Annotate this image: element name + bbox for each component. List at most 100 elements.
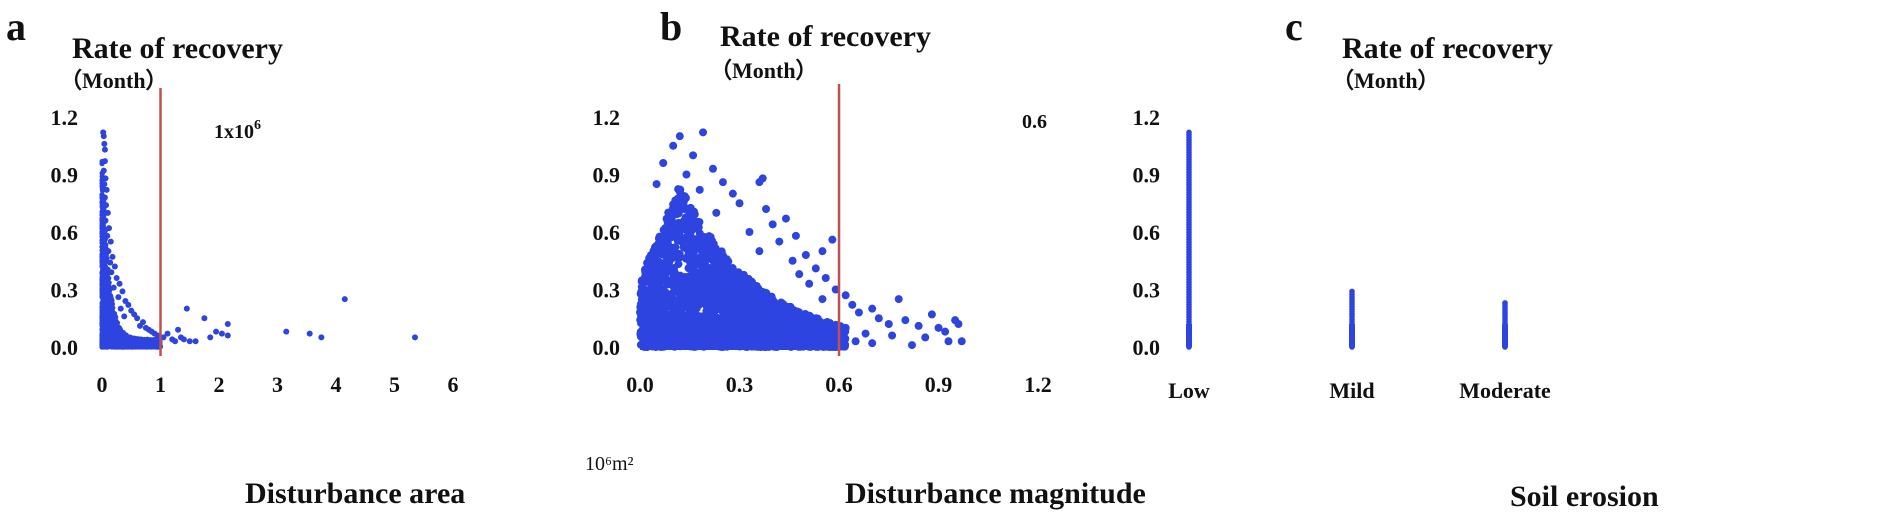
x-tick-label: 5 [389, 372, 400, 397]
y-tick-label: 1.2 [1133, 105, 1161, 130]
data-point [894, 295, 903, 304]
data-point [103, 186, 110, 193]
data-point [775, 237, 784, 246]
dense-point [676, 185, 685, 194]
dense-point [677, 219, 686, 228]
dense-point [750, 305, 759, 314]
data-point [907, 341, 916, 350]
points-b [652, 128, 966, 350]
dense-point [670, 323, 679, 332]
y-tick-labels-b: 0.0 0.3 0.6 0.9 1.2 [593, 105, 621, 360]
data-point [104, 232, 111, 239]
dense-point [648, 287, 657, 296]
data-point [851, 337, 860, 346]
dense-point [102, 312, 108, 318]
dense-point [707, 281, 716, 290]
data-point [186, 338, 193, 345]
dense-point [663, 260, 672, 269]
data-point [125, 301, 132, 308]
strip-base [1502, 324, 1508, 347]
dense-point [641, 293, 650, 302]
dense-point [670, 199, 679, 208]
data-point [306, 330, 313, 337]
dense-point [678, 291, 687, 300]
data-point [708, 164, 717, 173]
y-axis-title-b: Rate of recovery [720, 20, 931, 53]
dense-point [666, 233, 675, 242]
dense-point [101, 259, 107, 265]
data-point [854, 308, 863, 317]
data-point [914, 321, 923, 330]
category-strips-c [1186, 129, 1508, 350]
dense-point [106, 331, 112, 337]
y-axis-title-c: Rate of recovery [1342, 32, 1553, 65]
x-tick-labels-b: 0.0 0.3 0.6 0.9 1.2 [626, 372, 1052, 397]
dense-point [686, 280, 695, 289]
dense-point [690, 327, 699, 336]
dense-point [109, 301, 115, 307]
data-point [117, 305, 124, 312]
y-tick-label: 0.9 [593, 163, 621, 188]
data-point [341, 296, 348, 303]
dense-point [758, 293, 767, 302]
dense-point [665, 317, 674, 326]
data-point [160, 334, 167, 341]
dense-point [662, 214, 671, 223]
data-point [818, 247, 827, 256]
x-axis-title-b: Disturbance magnitude [845, 477, 1146, 510]
data-point [111, 263, 118, 270]
data-point [874, 314, 883, 323]
dense-point [713, 321, 722, 330]
data-point [755, 178, 764, 187]
data-point [224, 332, 231, 339]
x-tick-label: 0.3 [726, 372, 754, 397]
x-tick-labels-c: Low Mild Moderate [1168, 378, 1551, 403]
dense-point [704, 234, 713, 243]
x-tick-label: 3 [272, 372, 283, 397]
threshold-label-b: 0.6 [1022, 111, 1047, 133]
dense-point [106, 275, 112, 281]
dense-point [742, 310, 751, 319]
y-axis-title-a: Rate of recovery [72, 32, 283, 65]
dense-point [683, 303, 692, 312]
data-point [102, 217, 109, 224]
dense-point [694, 234, 703, 243]
y-tick-label: 0.9 [51, 163, 79, 188]
data-point [682, 170, 691, 179]
data-point [901, 316, 910, 325]
data-point [101, 194, 108, 201]
category-label-low: Low [1168, 378, 1210, 403]
dense-point [777, 313, 786, 322]
data-point [728, 189, 737, 198]
dense-point [104, 325, 110, 331]
data-point [106, 225, 113, 232]
data-point [115, 294, 122, 301]
data-point [411, 334, 418, 341]
data-point [101, 181, 108, 188]
data-point [137, 322, 144, 329]
dense-point [99, 205, 106, 212]
dense-point [792, 308, 801, 317]
data-point [103, 202, 110, 209]
data-point [218, 330, 225, 337]
dense-point [689, 247, 698, 256]
data-point [755, 247, 764, 256]
dense-point [106, 279, 112, 286]
dense-point [654, 259, 663, 268]
dense-point [720, 321, 729, 330]
y-tick-label: 0.3 [51, 278, 79, 303]
dense-point [768, 315, 777, 324]
data-point [134, 315, 141, 322]
data-point [318, 334, 325, 341]
data-point [841, 323, 850, 332]
dense-point [704, 319, 713, 328]
dense-point [736, 282, 745, 291]
dense-cloud-a [99, 158, 164, 350]
y-tick-label: 0.0 [593, 335, 621, 360]
strip-base [1349, 324, 1355, 347]
data-point [107, 259, 114, 266]
data-point [818, 295, 827, 304]
panel-c: c Rate of recovery （Month） Soil erosion … [1133, 4, 1659, 513]
dense-point [101, 273, 107, 280]
x-axis-unit-a: 10⁶m² [585, 453, 634, 475]
